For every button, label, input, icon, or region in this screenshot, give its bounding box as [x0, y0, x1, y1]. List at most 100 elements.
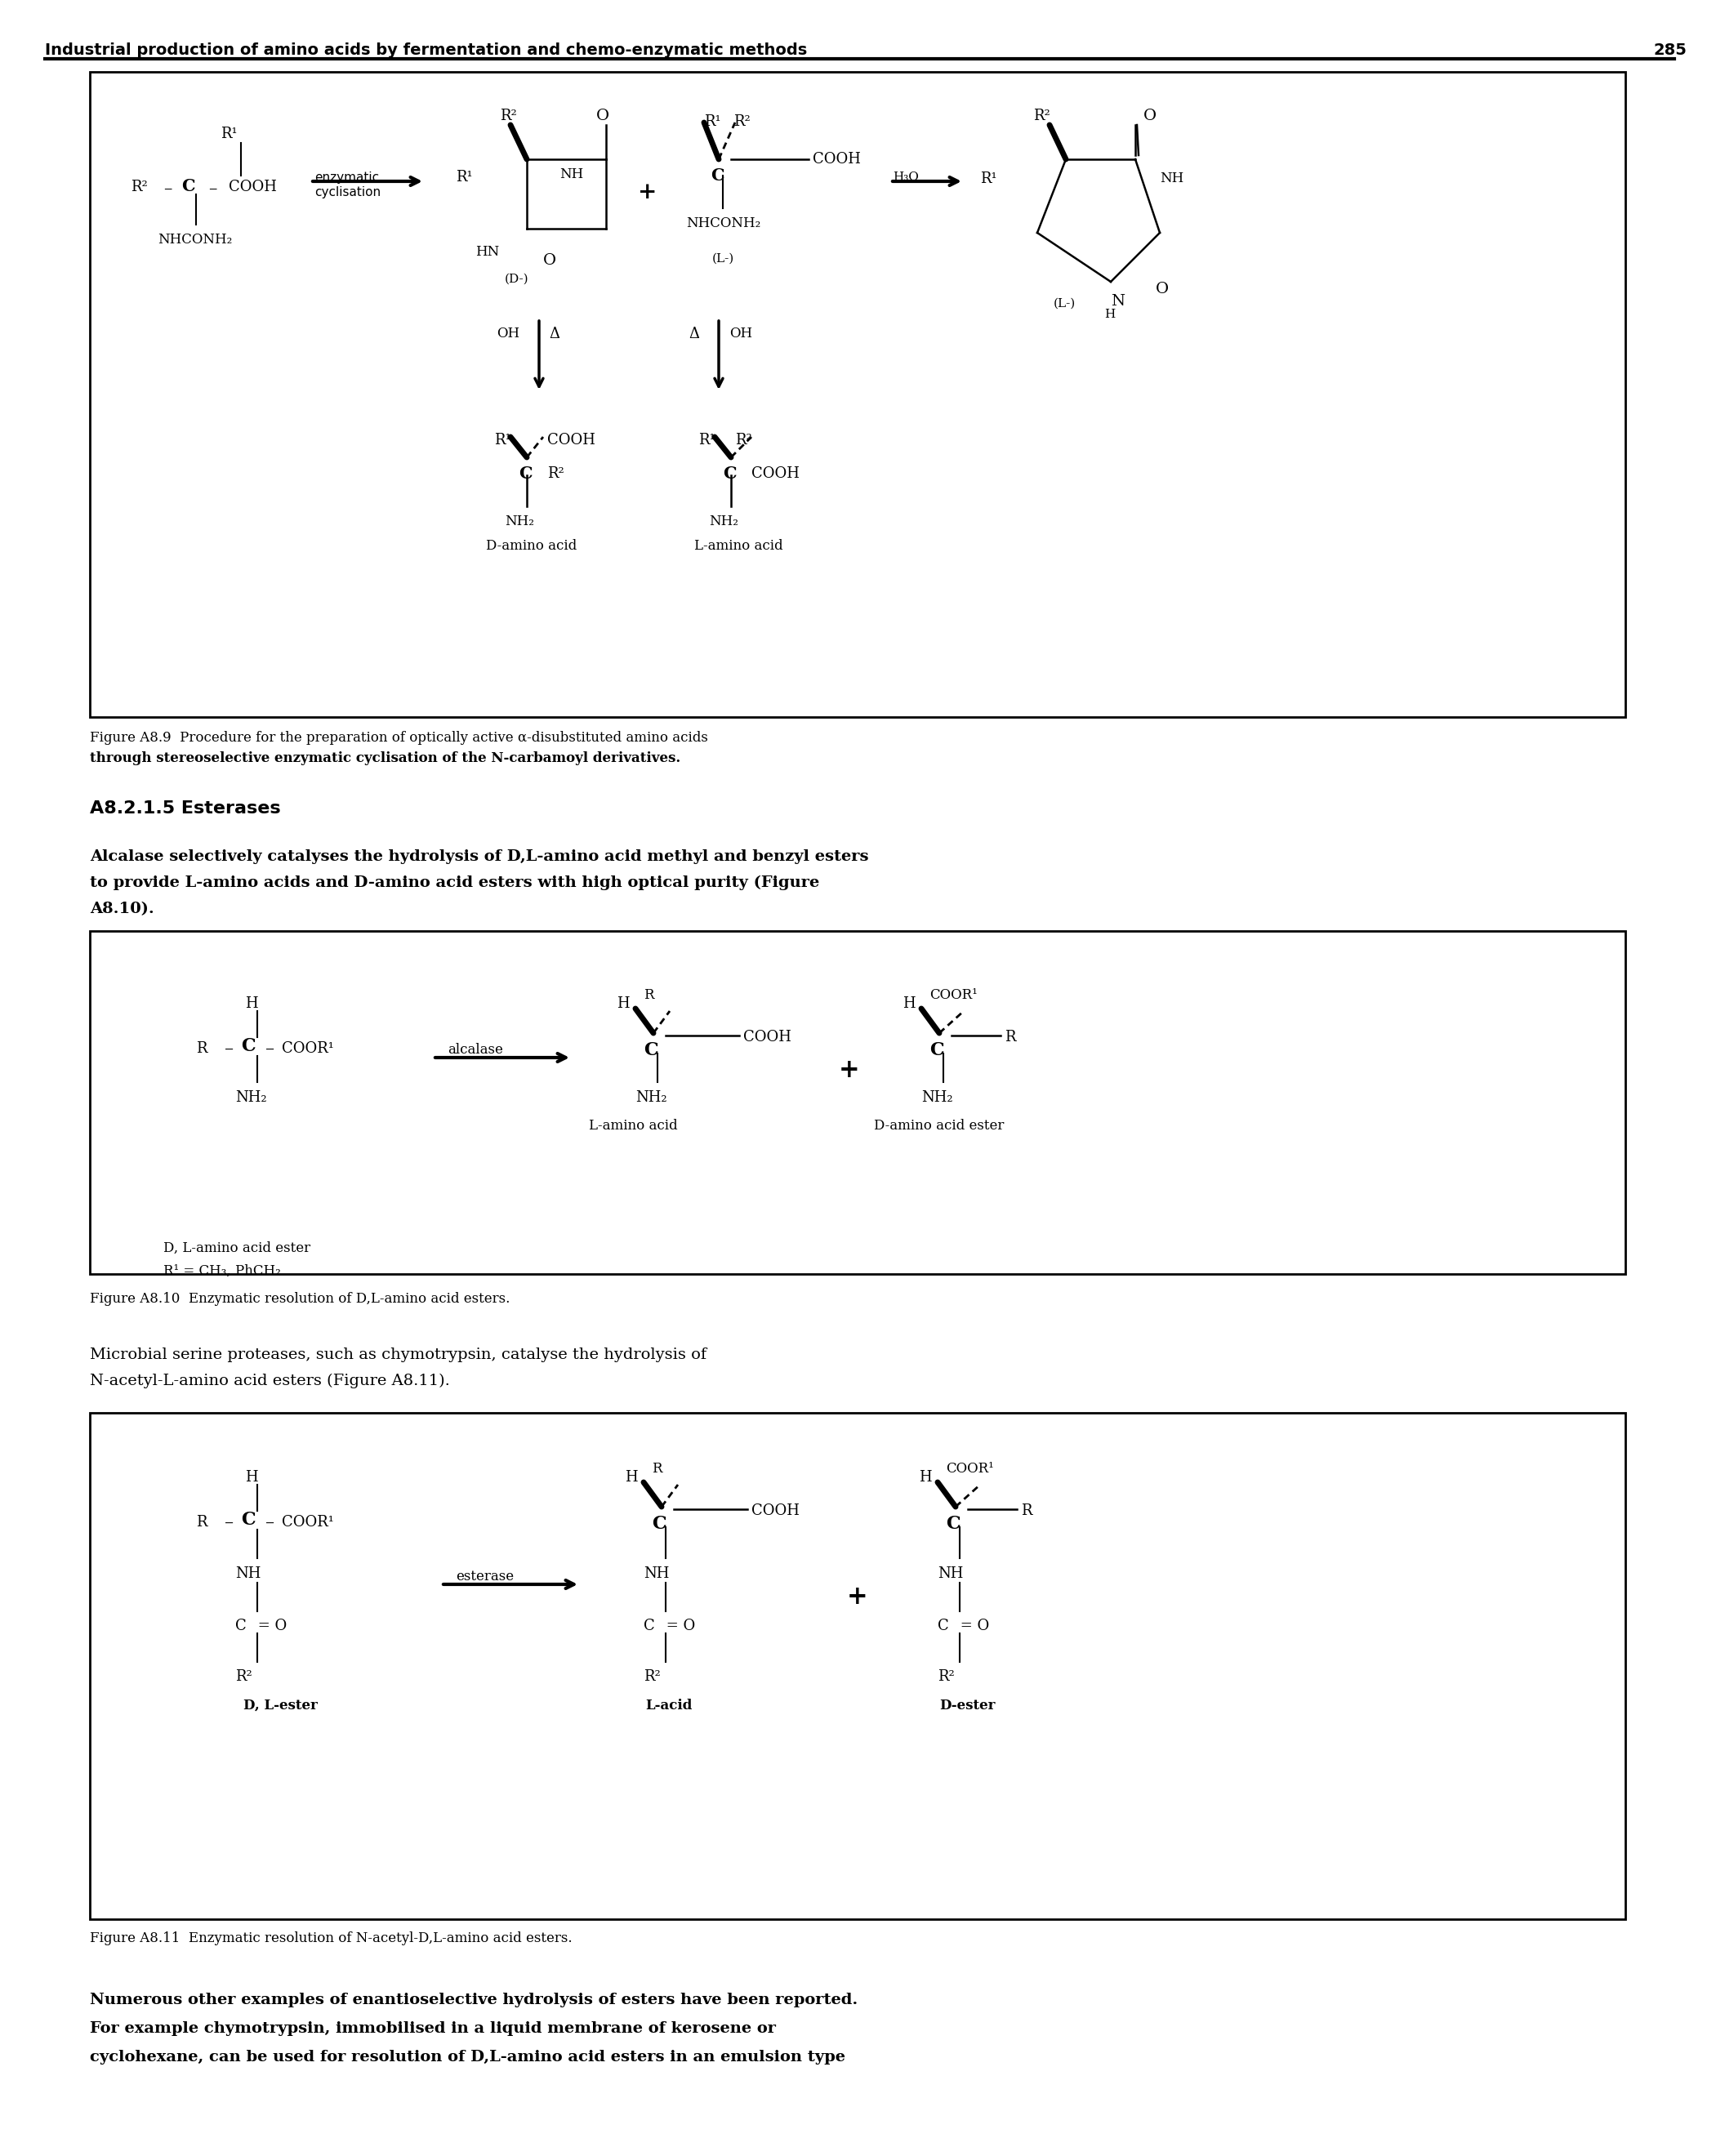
Text: A8.10).: A8.10). — [89, 901, 154, 916]
Text: C: C — [518, 466, 532, 481]
Text: R¹: R¹ — [698, 433, 716, 448]
Text: R¹ = CH₃, PhCH₂: R¹ = CH₃, PhCH₂ — [163, 1263, 281, 1279]
Text: COOR¹: COOR¹ — [930, 987, 978, 1003]
Text: For example chymotrypsin, immobilised in a liquid membrane of kerosene or: For example chymotrypsin, immobilised in… — [89, 2022, 776, 2035]
Text: C: C — [182, 179, 196, 194]
Text: R¹: R¹ — [221, 127, 237, 142]
Text: COOH: COOH — [752, 1503, 800, 1518]
Text: Figure A8.10  Enzymatic resolution of D,L-amino acid esters.: Figure A8.10 Enzymatic resolution of D,L… — [89, 1291, 510, 1307]
Text: H: H — [1105, 308, 1115, 319]
Text: L-acid: L-acid — [645, 1699, 692, 1712]
Text: = O: = O — [956, 1619, 990, 1634]
Text: H: H — [625, 1470, 638, 1485]
Text: COOR¹: COOR¹ — [281, 1516, 335, 1529]
Text: R²: R² — [547, 466, 565, 481]
Text: (L-): (L-) — [1054, 298, 1076, 310]
Text: L-amino acid: L-amino acid — [695, 539, 782, 552]
Text: OH: OH — [496, 328, 520, 341]
Text: Alcalase selectively catalyses the hydrolysis of D,L-amino acid methyl and benzy: Alcalase selectively catalyses the hydro… — [89, 849, 868, 865]
Text: D, L-ester: D, L-ester — [244, 1699, 317, 1712]
Text: cyclisation: cyclisation — [314, 185, 381, 198]
Text: R²: R² — [734, 433, 752, 448]
Text: R¹: R¹ — [456, 170, 472, 185]
Text: C: C — [240, 1511, 256, 1529]
Text: –: – — [208, 181, 216, 196]
Text: R²: R² — [644, 1669, 661, 1684]
Text: D-amino acid ester: D-amino acid ester — [873, 1119, 1004, 1132]
Text: C: C — [652, 1516, 666, 1533]
Text: H: H — [616, 996, 630, 1011]
Text: COOR¹: COOR¹ — [946, 1462, 994, 1475]
Text: N-acetyl-L-amino acid esters (Figure A8.11).: N-acetyl-L-amino acid esters (Figure A8.… — [89, 1373, 450, 1388]
Text: COOH: COOH — [752, 466, 800, 481]
Text: Figure A8.11  Enzymatic resolution of N-acetyl-D,L-amino acid esters.: Figure A8.11 Enzymatic resolution of N-a… — [89, 1932, 571, 1945]
Text: O: O — [1155, 282, 1169, 295]
Text: NHCONH₂: NHCONH₂ — [686, 216, 760, 231]
Text: –: – — [163, 181, 172, 196]
Text: Numerous other examples of enantioselective hydrolysis of esters have been repor: Numerous other examples of enantioselect… — [89, 1992, 858, 2007]
Text: H: H — [245, 996, 257, 1011]
Text: Δ: Δ — [688, 328, 698, 341]
Text: R²: R² — [130, 179, 148, 194]
Text: COOH: COOH — [813, 151, 861, 166]
Text: C: C — [722, 466, 736, 481]
Text: through stereoselective enzymatic cyclisation of the N-carbamoyl derivatives.: through stereoselective enzymatic cyclis… — [89, 750, 681, 765]
Bar — [89, 1412, 1625, 1919]
Text: Δ: Δ — [549, 328, 559, 341]
Bar — [89, 931, 1625, 1274]
Text: –: – — [266, 1041, 275, 1059]
Text: C: C — [937, 1619, 949, 1634]
Text: NHCONH₂: NHCONH₂ — [158, 233, 232, 246]
Text: cyclohexane, can be used for resolution of D,L-amino acid esters in an emulsion : cyclohexane, can be used for resolution … — [89, 2050, 846, 2065]
Text: HN: HN — [475, 246, 499, 259]
Text: +: + — [839, 1059, 860, 1082]
Text: N: N — [1110, 293, 1124, 308]
Text: NH₂: NH₂ — [505, 515, 534, 528]
Text: C: C — [930, 1041, 944, 1059]
Text: (L-): (L-) — [712, 252, 734, 265]
Text: L-amino acid: L-amino acid — [589, 1119, 678, 1132]
Text: R: R — [196, 1041, 208, 1056]
Text: Figure A8.9  Procedure for the preparation of optically active α-disubstituted a: Figure A8.9 Procedure for the preparatio… — [89, 731, 709, 744]
Text: Microbial serine proteases, such as chymotrypsin, catalyse the hydrolysis of: Microbial serine proteases, such as chym… — [89, 1348, 707, 1363]
Text: enzymatic: enzymatic — [314, 172, 379, 183]
Text: = O: = O — [662, 1619, 695, 1634]
Text: H₃O: H₃O — [892, 172, 918, 183]
Text: R²: R² — [1033, 108, 1050, 123]
Text: D, L-amino acid ester: D, L-amino acid ester — [163, 1242, 311, 1255]
Text: OH: OH — [729, 328, 752, 341]
Text: +: + — [638, 181, 657, 203]
Text: R²: R² — [733, 114, 750, 129]
Text: O: O — [544, 252, 556, 267]
Text: C: C — [946, 1516, 961, 1533]
Text: esterase: esterase — [456, 1570, 513, 1583]
Text: R¹: R¹ — [494, 433, 511, 448]
Text: COOR¹: COOR¹ — [281, 1041, 335, 1056]
Text: NH: NH — [559, 168, 583, 181]
Text: R: R — [652, 1462, 662, 1475]
Text: R¹: R¹ — [980, 172, 997, 185]
Text: D-amino acid: D-amino acid — [486, 539, 577, 552]
Text: R²: R² — [499, 108, 517, 123]
Text: R²: R² — [937, 1669, 954, 1684]
Text: D-ester: D-ester — [939, 1699, 995, 1712]
Text: Industrial production of amino acids by fermentation and chemo-enzymatic methods: Industrial production of amino acids by … — [45, 43, 807, 58]
Bar — [89, 71, 1625, 718]
Text: –: – — [225, 1041, 233, 1059]
Text: NH: NH — [937, 1567, 963, 1580]
Text: C: C — [644, 1619, 656, 1634]
Text: C: C — [644, 1041, 657, 1059]
Text: R: R — [1004, 1031, 1016, 1044]
Text: C: C — [710, 168, 724, 183]
Text: NH: NH — [235, 1567, 261, 1580]
Text: H: H — [245, 1470, 257, 1485]
Text: NH: NH — [644, 1567, 669, 1580]
Text: R: R — [196, 1516, 208, 1529]
Text: NH: NH — [1160, 172, 1184, 185]
Text: R: R — [1021, 1503, 1031, 1518]
Text: A8.2.1.5 Esterases: A8.2.1.5 Esterases — [89, 800, 281, 817]
Text: NH₂: NH₂ — [921, 1091, 952, 1104]
Text: O: O — [595, 108, 609, 123]
Text: +: + — [848, 1585, 868, 1611]
Text: 285: 285 — [1653, 43, 1687, 58]
